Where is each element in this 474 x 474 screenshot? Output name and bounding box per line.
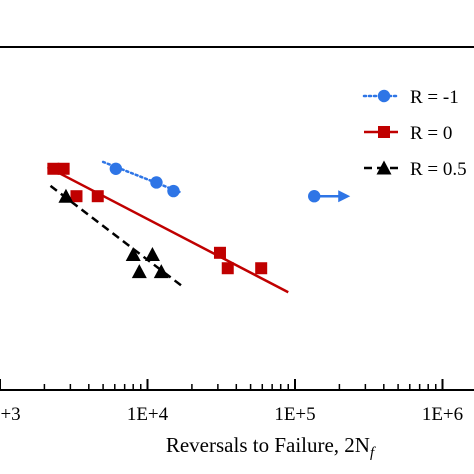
- data-point: [47, 162, 60, 175]
- data-point: [153, 264, 169, 279]
- x-minor-ticks: [43, 384, 437, 390]
- x-tick-label: 1E+3: [0, 404, 21, 425]
- data-markers: [47, 162, 351, 279]
- data-point: [255, 262, 268, 275]
- x-tick-labels: 1E+3 1E+4 1E+5 1E+6: [0, 404, 463, 425]
- runout-arrow-head: [338, 190, 351, 203]
- data-point: [150, 176, 163, 189]
- x-major-ticks: [0, 379, 444, 390]
- fit-line: [49, 184, 185, 289]
- x-tick-label: 1E+6: [422, 404, 463, 425]
- legend-marker: [378, 126, 390, 138]
- legend-marker: [377, 89, 391, 103]
- x-axis-title: Reversals to Failure, 2Nf: [166, 433, 376, 461]
- legend-label: R = -1: [410, 87, 459, 108]
- runout-point: [308, 190, 321, 203]
- data-point: [58, 188, 74, 203]
- legend: R = -1 R = 0 R = 0.5: [362, 87, 467, 180]
- data-point: [213, 246, 226, 259]
- plot-frame: [0, 46, 474, 391]
- legend-marker: [376, 160, 392, 175]
- legend-label: R = 0: [410, 123, 452, 144]
- data-point: [221, 262, 234, 275]
- fit-lines: [46, 160, 289, 294]
- legend-label: R = 0.5: [410, 159, 467, 180]
- data-point: [109, 162, 123, 175]
- data-point: [57, 162, 70, 175]
- x-tick-label: 1E+5: [274, 404, 315, 425]
- data-point: [70, 190, 83, 203]
- data-point: [91, 190, 104, 203]
- data-point: [131, 264, 147, 279]
- data-point: [167, 184, 180, 198]
- fit-line: [46, 165, 289, 294]
- data-point: [125, 247, 141, 262]
- x-tick-label: 1E+4: [127, 404, 169, 425]
- data-point: [144, 247, 160, 262]
